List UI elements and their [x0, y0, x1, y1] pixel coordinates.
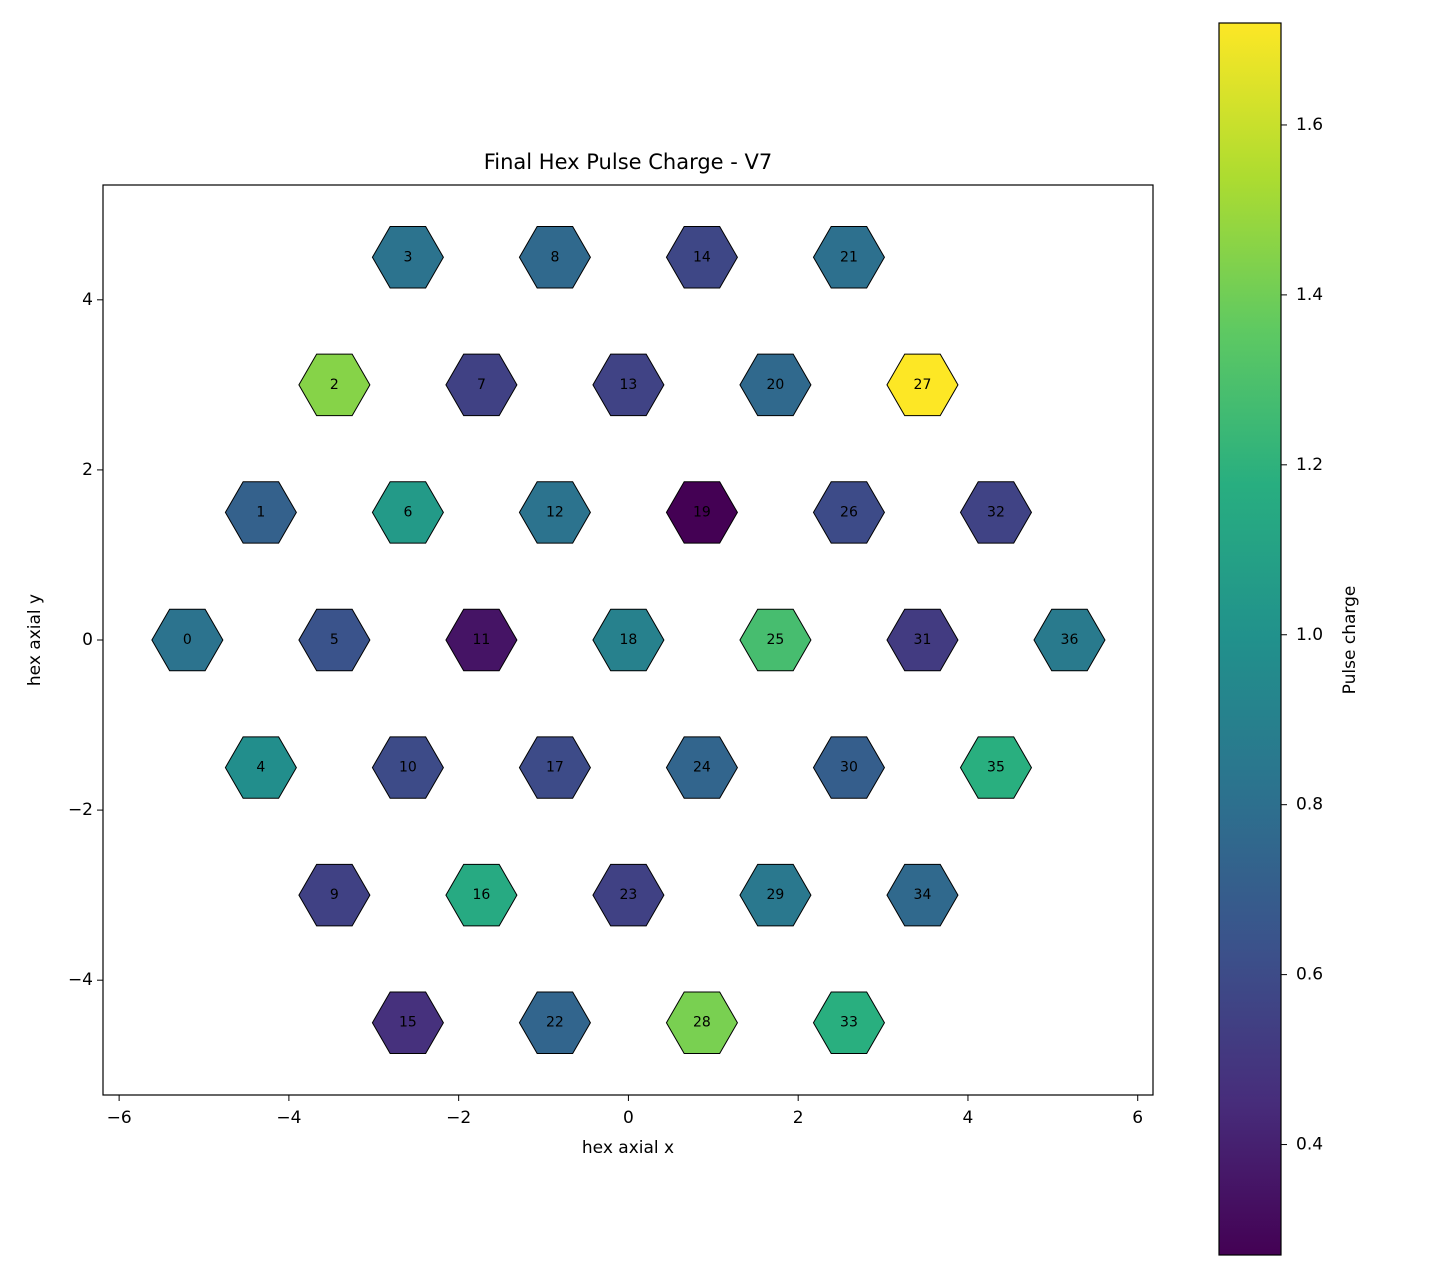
hex-cell [151, 608, 224, 672]
hex-cell [445, 608, 518, 672]
y-tick-label: 4 [82, 290, 93, 310]
hex-cell [812, 991, 886, 1054]
hex-label: 19 [693, 504, 711, 520]
hex-cell [371, 991, 444, 1054]
hex-label: 2 [330, 377, 339, 393]
hex-label: 15 [399, 1015, 417, 1031]
colorbar-tick-label: 1.2 [1296, 455, 1323, 475]
hex-label: 32 [987, 504, 1005, 520]
hex-label: 29 [767, 887, 785, 903]
hex-label: 31 [914, 632, 932, 648]
hex-cell [959, 736, 1033, 799]
hex-label: 0 [183, 632, 192, 648]
x-tick-label: 6 [1132, 1108, 1143, 1128]
hex-cell [665, 226, 739, 289]
hex-label: 33 [840, 1015, 858, 1031]
hex-label: 36 [1061, 632, 1079, 648]
x-tick-label: −6 [107, 1108, 132, 1128]
hex-label: 1 [256, 504, 265, 520]
hex-label: 12 [546, 504, 564, 520]
hex-label: 34 [914, 887, 932, 903]
hex-cell [812, 736, 886, 799]
hex-label: 25 [767, 632, 785, 648]
hex-label: 26 [840, 504, 858, 520]
hex-cell [665, 481, 739, 544]
hex-cell [665, 736, 739, 799]
hex-cell [445, 353, 518, 417]
hex-label: 6 [403, 504, 412, 520]
hex-cell [298, 608, 371, 672]
hex-label: 3 [403, 249, 412, 265]
hex-label: 11 [472, 632, 490, 648]
y-tick-label: 0 [82, 630, 93, 650]
hex-cell [592, 353, 665, 417]
hex-label: 8 [550, 249, 559, 265]
hex-label: 18 [620, 632, 638, 648]
hex-label: 17 [546, 760, 564, 776]
hex-label: 28 [693, 1015, 711, 1031]
y-tick-label: 2 [82, 460, 93, 480]
hex-cell [298, 353, 371, 417]
y-tick-label: −2 [68, 800, 93, 820]
hex-cell [886, 353, 959, 417]
hex-cell [665, 991, 739, 1054]
hex-label: 30 [840, 760, 858, 776]
hex-label: 24 [693, 760, 711, 776]
y-tick-label: −4 [68, 970, 93, 990]
x-tick-label: 2 [793, 1108, 804, 1128]
hex-cell [886, 608, 959, 672]
hex-cell [518, 991, 591, 1054]
hex-label: 20 [767, 377, 785, 393]
hex-label: 9 [330, 887, 339, 903]
colorbar-tick-label: 0.8 [1296, 795, 1323, 815]
hex-cell [959, 481, 1033, 544]
hex-cell [739, 608, 812, 672]
hex-cell [518, 736, 591, 799]
hex-cell [371, 736, 444, 799]
hex-cell [812, 226, 886, 289]
hex-cell [224, 481, 297, 544]
hex-label: 7 [477, 377, 486, 393]
hex-label: 14 [693, 249, 711, 265]
colorbar-tick-label: 1.4 [1296, 285, 1323, 305]
colorbar-label: Pulse charge [1340, 586, 1360, 695]
y-axis-label: hex axial y [25, 594, 45, 686]
hex-cell [592, 608, 665, 672]
hex-label: 27 [914, 377, 932, 393]
hex-cell [518, 481, 591, 544]
hex-label: 16 [472, 887, 490, 903]
hex-label: 5 [330, 632, 339, 648]
hex-cell [371, 226, 444, 289]
hex-label: 13 [620, 377, 638, 393]
hex-cell [445, 863, 518, 927]
hex-label: 4 [256, 760, 265, 776]
colorbar-tick-label: 1.0 [1296, 625, 1323, 645]
colorbar-tick-label: 0.6 [1296, 965, 1323, 985]
hex-cell [518, 226, 591, 289]
x-tick-label: 4 [963, 1108, 974, 1128]
hex-cell [298, 863, 371, 927]
x-tick-label: −2 [446, 1108, 471, 1128]
hex-label: 35 [987, 760, 1005, 776]
hex-label: 10 [399, 760, 417, 776]
hex-cell [1033, 608, 1106, 672]
hex-cell [224, 736, 297, 799]
hex-cell [739, 353, 812, 417]
hex-cell [812, 481, 886, 544]
hex-label: 21 [840, 249, 858, 265]
chart-title: Final Hex Pulse Charge - V7 [484, 150, 773, 174]
hex-cell [739, 863, 812, 927]
hex-cell [371, 481, 444, 544]
hex-label: 23 [620, 887, 638, 903]
x-tick-label: −4 [276, 1108, 301, 1128]
hex-cell [592, 863, 665, 927]
colorbar-tick-label: 0.4 [1296, 1135, 1323, 1155]
hex-cell [886, 863, 959, 927]
hex-label: 22 [546, 1015, 564, 1031]
colorbar [1218, 22, 1282, 1256]
colorbar-tick-label: 1.6 [1296, 115, 1323, 135]
x-tick-label: 0 [623, 1108, 634, 1128]
x-axis-label: hex axial x [582, 1138, 674, 1158]
